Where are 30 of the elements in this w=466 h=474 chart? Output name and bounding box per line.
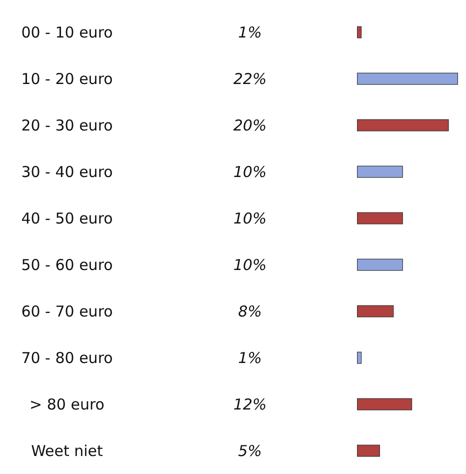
data-label: 8% — [238, 302, 262, 320]
bar — [357, 444, 380, 457]
y-tick-label: 50 - 60 euro — [21, 256, 113, 274]
bar — [357, 26, 362, 38]
data-label: 5% — [238, 442, 262, 460]
data-label: 1% — [238, 348, 262, 367]
bar — [357, 212, 403, 224]
bar — [357, 352, 362, 364]
bar — [357, 258, 403, 271]
data-label: 1% — [238, 23, 262, 42]
y-tick-label: 20 - 30 euro — [21, 116, 113, 134]
bar — [357, 72, 458, 85]
data-label: 20% — [233, 116, 267, 134]
data-label: 10% — [233, 209, 267, 228]
y-tick-label: 00 - 10 euro — [21, 23, 113, 42]
bar — [357, 119, 449, 132]
data-label: 22% — [233, 70, 267, 88]
data-label: 10% — [233, 162, 267, 181]
y-tick-label: 40 - 50 euro — [21, 209, 113, 228]
data-label: 10% — [233, 256, 267, 274]
bar — [357, 166, 403, 178]
bar — [357, 398, 412, 410]
y-tick-label: Weet niet — [31, 442, 104, 460]
data-label: 12% — [233, 395, 267, 414]
y-tick-label: 10 - 20 euro — [21, 70, 113, 88]
bar — [357, 305, 394, 318]
y-tick-label: 30 - 40 euro — [21, 162, 113, 181]
y-tick-label: 70 - 80 euro — [21, 348, 113, 367]
y-tick-label: 60 - 70 euro — [21, 302, 113, 320]
y-tick-label: > 80 euro — [30, 395, 104, 414]
